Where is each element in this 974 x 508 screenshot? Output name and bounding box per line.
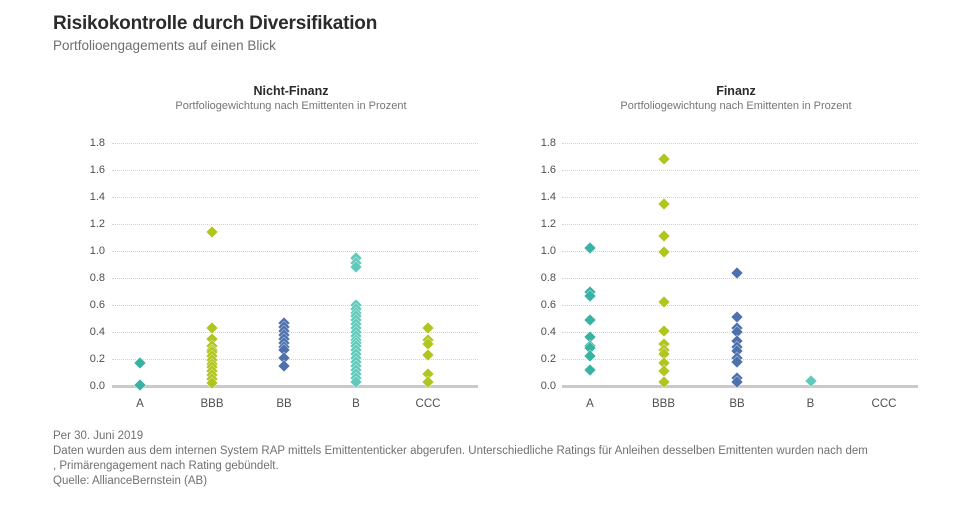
- x-axis-label: CCC: [415, 398, 441, 410]
- gridline: [562, 224, 918, 225]
- as-of-date: Per 30. Juni 2019: [53, 430, 144, 442]
- chart-title-finanz: Finanz: [716, 84, 756, 98]
- data-point-diamond: [657, 324, 670, 337]
- gridline: [112, 224, 478, 225]
- x-axis-label: A: [586, 398, 594, 410]
- data-point-diamond: [278, 360, 290, 372]
- zero-baseline: [112, 385, 478, 388]
- data-point-diamond: [731, 266, 743, 279]
- gridline: [562, 251, 918, 252]
- y-tick-label: 1.2: [89, 218, 105, 230]
- data-point-diamond: [206, 226, 218, 238]
- gridline: [562, 305, 918, 306]
- x-axis-label: B: [806, 398, 815, 410]
- zero-baseline: [562, 385, 918, 388]
- y-tick-label: 1.0: [540, 245, 556, 257]
- data-point-diamond: [657, 246, 670, 259]
- x-axis-label: CCC: [871, 398, 897, 410]
- gridline: [112, 143, 478, 144]
- y-tick-label: 1.4: [540, 191, 556, 203]
- x-axis-label: BB: [729, 398, 745, 410]
- gridline: [112, 278, 478, 279]
- data-point-diamond: [657, 230, 670, 242]
- gridline: [562, 197, 918, 198]
- y-tick-label: 0.4: [540, 326, 556, 338]
- gridline: [562, 143, 918, 144]
- gridline: [112, 305, 478, 306]
- y-tick-label: 1.6: [540, 164, 556, 176]
- gridline: [112, 251, 478, 252]
- data-point-diamond: [584, 314, 596, 326]
- gridline: [112, 170, 478, 171]
- y-tick-label: 0.2: [540, 353, 556, 365]
- footnote-line-2: , Primärengagement nach Rating gebündelt…: [53, 460, 279, 472]
- y-tick-label: 0.6: [89, 299, 105, 311]
- y-tick-label: 0.0: [540, 380, 556, 392]
- y-tick-label: 1.6: [89, 164, 105, 176]
- data-point-diamond: [731, 311, 743, 323]
- x-axis-label: BBB: [651, 398, 675, 410]
- data-point-diamond: [657, 198, 670, 210]
- x-axis-label: BBB: [200, 398, 224, 410]
- data-point-diamond: [134, 378, 146, 391]
- y-tick-label: 0.4: [89, 326, 105, 338]
- y-tick-label: 0.8: [89, 272, 105, 284]
- y-tick-label: 1.8: [540, 137, 556, 149]
- chart-subtitle-finanz: Portfoliogewichtung nach Emittenten in P…: [620, 100, 852, 112]
- data-point-diamond: [657, 153, 670, 165]
- y-tick-label: 1.4: [89, 191, 105, 203]
- gridline: [562, 170, 918, 171]
- page-title: Risikokontrolle durch Diversifikation: [53, 13, 378, 34]
- source-credit: Quelle: AllianceBernstein (AB): [53, 475, 208, 487]
- y-tick-label: 1.2: [540, 218, 556, 230]
- gridline: [112, 359, 478, 360]
- gridline: [562, 278, 918, 279]
- x-axis-label: B: [352, 398, 360, 410]
- y-tick-label: 0.0: [89, 380, 105, 392]
- chart-subtitle-nicht-finanz: Portfoliogewichtung nach Emittenten in P…: [175, 100, 407, 112]
- x-axis-label: BB: [276, 398, 292, 410]
- data-point-diamond: [584, 364, 596, 376]
- y-tick-label: 1.0: [89, 245, 105, 257]
- data-point-diamond: [657, 296, 670, 308]
- footnote-line-1: Daten wurden aus dem internen System RAP…: [53, 445, 868, 457]
- x-axis-label: A: [136, 398, 144, 410]
- data-point-diamond: [584, 350, 596, 362]
- y-tick-label: 1.8: [89, 137, 105, 149]
- chart-title-nicht-finanz: Nicht-Finanz: [253, 84, 329, 98]
- gridline: [112, 197, 478, 198]
- gridline: [112, 332, 478, 333]
- y-tick-label: 0.6: [540, 299, 556, 311]
- y-tick-label: 0.8: [540, 272, 556, 284]
- page-subtitle: Portfolioengagements auf einen Blick: [53, 38, 276, 53]
- data-point-diamond: [584, 242, 596, 254]
- y-tick-label: 0.2: [89, 353, 105, 365]
